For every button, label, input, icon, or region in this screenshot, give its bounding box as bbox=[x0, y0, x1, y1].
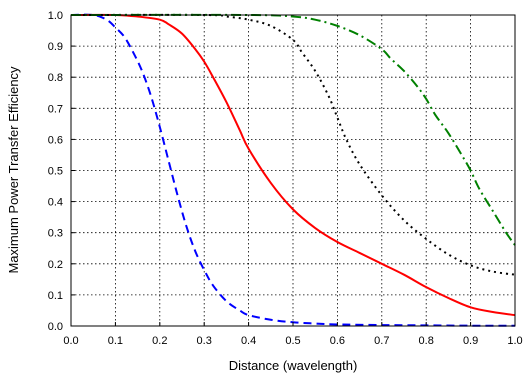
blue-dashed-series bbox=[70, 13, 516, 327]
y-tick-label: 0.1 bbox=[48, 290, 63, 302]
x-tick-label: 1.0 bbox=[507, 335, 522, 347]
x-tick-label: 0.1 bbox=[108, 335, 123, 347]
x-tick-label: 0.6 bbox=[330, 335, 345, 347]
ticks: 0.0 0.1 0.2 0.3 0.4 0.5 0.6 0.7 0.8 0.9 1.0 0.0 0.1 0… bbox=[48, 10, 523, 347]
x-tick-label: 0.5 bbox=[285, 335, 300, 347]
y-tick-label: 0.7 bbox=[48, 103, 63, 115]
y-tick-label: 1.0 bbox=[48, 10, 63, 22]
x-tick-label: 0.8 bbox=[419, 335, 434, 347]
x-axis-label: Distance (wavelength) bbox=[229, 358, 358, 373]
y-tick-label: 0.4 bbox=[48, 197, 63, 209]
y-tick-label: 0.0 bbox=[48, 321, 63, 333]
y-tick-label: 0.5 bbox=[48, 166, 63, 178]
x-tick-label: 0.0 bbox=[63, 335, 78, 347]
y-tick-label: 0.9 bbox=[48, 41, 63, 53]
x-tick-label: 0.4 bbox=[241, 335, 256, 347]
red-solid-series bbox=[70, 13, 516, 317]
y-tick-label: 0.6 bbox=[48, 134, 63, 146]
y-tick-label: 0.3 bbox=[48, 228, 63, 240]
green-dashdot-series bbox=[70, 13, 516, 246]
series-group bbox=[70, 13, 516, 327]
grid bbox=[71, 15, 515, 326]
y-axis-label: Maximum Power Transfer Efficiency bbox=[6, 66, 21, 274]
x-tick-label: 0.3 bbox=[197, 335, 212, 347]
x-tick-label: 0.2 bbox=[152, 335, 167, 347]
y-tick-label: 0.8 bbox=[48, 72, 63, 84]
y-tick-label: 0.2 bbox=[48, 259, 63, 271]
x-tick-label: 0.7 bbox=[374, 335, 389, 347]
x-tick-label: 0.9 bbox=[463, 335, 478, 347]
